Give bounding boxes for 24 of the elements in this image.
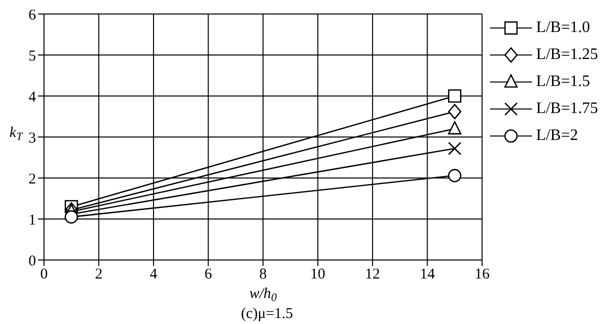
y-tick-label: 6 [28,7,36,24]
y-axis-title: k$_{T}$ [10,125,24,143]
legend-label: L/B=1.5 [536,72,590,90]
legend-label: L/B=2 [536,126,578,144]
x-tick-label: 14 [420,266,436,283]
x-tick-label: 2 [95,266,103,283]
x-tick-label: 4 [150,266,158,283]
x-tick-label: 12 [365,266,380,283]
x-tick-label: 10 [310,266,326,283]
y-tick-label: 0 [28,253,36,270]
x-axis-title: w/h$_{0}$ [249,286,278,304]
legend-label: L/B=1.0 [536,18,590,36]
x-tick-label: 16 [474,266,490,283]
y-tick-label: 4 [28,89,36,106]
y-tick-label: 3 [28,130,36,146]
y-tick-label: 1 [28,212,36,228]
x-tick-label: 8 [259,266,267,283]
text: (c)μ=1.5 [240,306,294,323]
legend-label: L/B=1.25 [536,46,598,64]
legend-label: L/B=1.75 [536,100,598,118]
y-tick-label: 2 [28,171,36,188]
x-tick-label: 0 [40,266,48,283]
y-tick-label: 5 [28,48,36,64]
x-tick-label: 6 [204,266,213,283]
